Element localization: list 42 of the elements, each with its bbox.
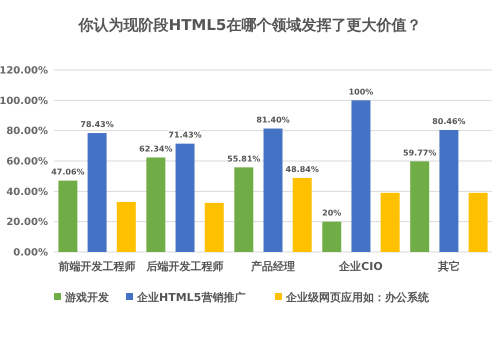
bar <box>204 202 224 252</box>
bar <box>88 133 107 252</box>
chart-title: 你认为现阶段HTML5在哪个领域发挥了更大价值？ <box>78 16 422 34</box>
bar <box>176 144 195 252</box>
y-tick-label: 120.00% <box>0 66 48 76</box>
legend-label: 企业HTML5营销推广 <box>136 290 246 304</box>
bar <box>292 178 312 252</box>
y-tick-label: 80.00% <box>6 126 48 138</box>
bar <box>351 100 370 252</box>
data-label: 81.40% <box>256 116 290 125</box>
bar <box>410 161 430 252</box>
legend-label: 游戏开发 <box>64 290 109 304</box>
data-label: 78.43% <box>80 120 114 130</box>
data-label: 59.77% <box>403 148 436 158</box>
y-tick-label: 0.00% <box>13 248 48 258</box>
x-tick-label: 企业CIO <box>338 260 383 273</box>
x-tick-label: 前端开发工程师 <box>58 260 136 273</box>
y-tick-label: 20.00% <box>6 217 48 228</box>
bar <box>468 192 488 252</box>
data-label: 71.43% <box>168 130 202 140</box>
x-tick-label: 产品经理 <box>250 260 295 273</box>
bar <box>146 157 166 252</box>
y-tick-label: 100.00% <box>0 96 48 107</box>
data-label: 62.34% <box>139 144 173 154</box>
x-tick-label: 后端开发工程师 <box>146 260 224 273</box>
data-label: 100% <box>348 87 374 96</box>
bar <box>380 192 400 252</box>
bar <box>234 167 254 252</box>
data-label: 55.81% <box>227 154 260 164</box>
bar <box>264 128 282 252</box>
bar <box>116 202 136 252</box>
x-tick-label: 其它 <box>436 260 460 273</box>
y-tick-label: 40.00% <box>6 186 48 198</box>
bar <box>322 222 342 252</box>
data-label: 20% <box>322 208 342 218</box>
bar <box>58 180 78 252</box>
data-label: 80.46% <box>432 116 466 126</box>
data-label: 47.06% <box>51 168 85 177</box>
bar <box>439 130 458 252</box>
legend-label: 企业级网页应用如：办公系统 <box>285 290 430 304</box>
y-tick-label: 60.00% <box>6 156 48 168</box>
data-label: 48.84% <box>286 164 319 174</box>
